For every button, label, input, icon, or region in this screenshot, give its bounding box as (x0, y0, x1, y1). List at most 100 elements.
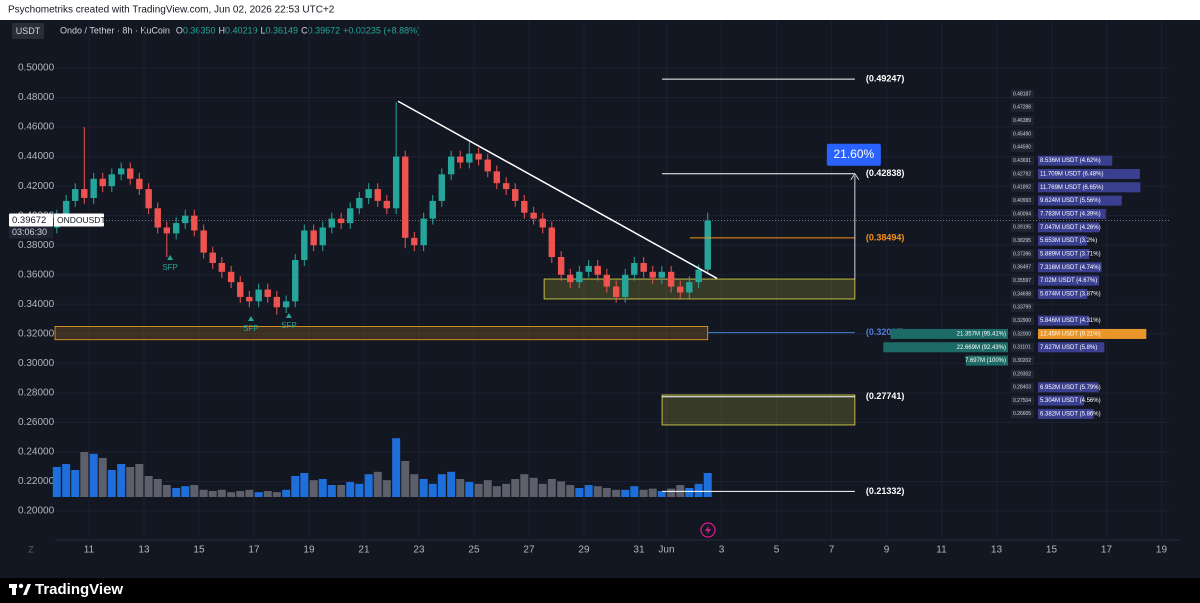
volume-bar (190, 485, 199, 497)
candle-body (62, 200, 70, 216)
volume-bar (107, 470, 116, 497)
level-label: (0.21332) (866, 486, 905, 496)
ob-price-box (1011, 302, 1034, 312)
candle-body (209, 252, 216, 263)
volume-bar (153, 479, 162, 497)
candle-body (548, 227, 556, 258)
volume-bar (474, 483, 483, 497)
candle-body (255, 289, 262, 302)
ob-price: 0.41892 (1013, 185, 1031, 191)
volume-bar (254, 492, 263, 497)
x-tick-label: 11 (936, 545, 947, 556)
candle-body (154, 208, 161, 228)
volume-bar (373, 471, 382, 497)
ob-price-box (1011, 182, 1034, 192)
x-tick-label: 7 (829, 545, 835, 556)
y-tick-label: 0.46000 (18, 122, 55, 133)
y-tick-label: 0.30000 (18, 358, 55, 369)
candle-body (182, 215, 189, 224)
level-label: (0.49247) (866, 73, 905, 83)
ob-price-box (1011, 369, 1034, 379)
ob-ask-bar (1038, 195, 1122, 206)
y-tick-label: 0.22000 (18, 476, 55, 487)
ob-price: 0.37396 (1013, 251, 1031, 257)
volume-bar (639, 489, 648, 497)
volume-bar (575, 488, 584, 497)
ob-price: 0.35597 (1013, 278, 1031, 284)
ob-ask-label: 9.624M USDT (5.56%) (1040, 198, 1101, 204)
volume-bar (236, 491, 245, 497)
candle-body (90, 178, 97, 198)
volume-bar (612, 489, 621, 497)
ob-price: 0.48187 (1013, 91, 1031, 97)
target-arrowhead (850, 172, 860, 181)
x-tick-label: 5 (774, 545, 780, 556)
candle-body (108, 174, 116, 187)
volume-bar (410, 474, 419, 497)
ob-price-box (1011, 396, 1034, 406)
credit: Psychometriks created with TradingView.c… (8, 5, 335, 16)
volume-bar (511, 479, 520, 497)
level-label: (0.38494) (866, 232, 905, 242)
sfp-label: SFP (243, 324, 259, 333)
sfp-label: SFP (281, 321, 297, 330)
volume-bar (584, 485, 593, 497)
ob-bid-label: 22.669M (92.43%) (957, 345, 1006, 351)
x-tick-label: Jun (658, 545, 674, 556)
volume-bar (419, 479, 428, 497)
ob-ask-label: 6.382M USDT (5.86%) (1040, 411, 1101, 417)
countdown: 03:06:30 (12, 227, 47, 237)
candle-body (493, 171, 501, 184)
candle-body (227, 271, 235, 283)
ob-ask-label: 5.889M USDT (3.71%) (1040, 252, 1101, 258)
ob-price: 0.40993 (1013, 198, 1031, 204)
target-box (826, 143, 881, 166)
candle-body (466, 153, 473, 163)
y-tick-label: 0.24000 (18, 447, 55, 458)
ob-price-box (1011, 156, 1034, 166)
ob-ask-label: 11.769M USDT (6.65%) (1040, 185, 1103, 191)
level-label: (0.32085) (866, 327, 905, 337)
volume-bar (520, 474, 529, 497)
volume-bar (300, 473, 309, 497)
x-tick-label: 13 (991, 545, 1003, 556)
ob-price: 0.28403 (1013, 385, 1031, 391)
ob-ask-label: 8.536M USDT (4.62%) (1040, 158, 1101, 164)
volume-bar (685, 488, 694, 497)
sfp-marker (285, 313, 292, 319)
candle-body (521, 200, 528, 213)
volume-bar (483, 480, 492, 497)
x-tick-label: 3 (719, 545, 725, 556)
volume-bar (181, 486, 190, 497)
symbol-box (54, 213, 104, 227)
candle-body (200, 230, 207, 253)
x-tick-label: 11 (84, 545, 95, 556)
x-tick-label: 29 (578, 545, 590, 556)
candle-body (145, 189, 152, 209)
ohlc-change: +0.03235 (+8.88%) (343, 26, 420, 36)
volume-bar (492, 486, 501, 497)
candle-body (457, 156, 464, 163)
candle-body (347, 208, 354, 224)
volume-bar (428, 483, 437, 497)
candle-body (686, 282, 693, 293)
candle-body (264, 289, 271, 297)
volume-bar (657, 491, 666, 497)
y-tick-label: 0.36000 (18, 269, 55, 280)
brand-bar (0, 578, 1200, 603)
ob-price: 0.46389 (1013, 118, 1031, 124)
ob-ask-label: 7.047M USDT (4.26%) (1040, 225, 1101, 231)
symbol: Ondo / Tether · 8h · KuCoin (60, 26, 170, 36)
volume-bar (80, 452, 89, 497)
volume-bar (557, 481, 566, 497)
ohlc-value: 0.39672 (308, 26, 341, 36)
candle-body (172, 223, 180, 234)
brand: TradingView (35, 581, 123, 598)
candle-body (649, 271, 656, 278)
volume-bar (117, 464, 126, 497)
candle-body (402, 156, 409, 238)
last-price-box (9, 213, 53, 227)
ob-price: 0.29302 (1013, 371, 1031, 377)
candle-body (237, 282, 244, 297)
